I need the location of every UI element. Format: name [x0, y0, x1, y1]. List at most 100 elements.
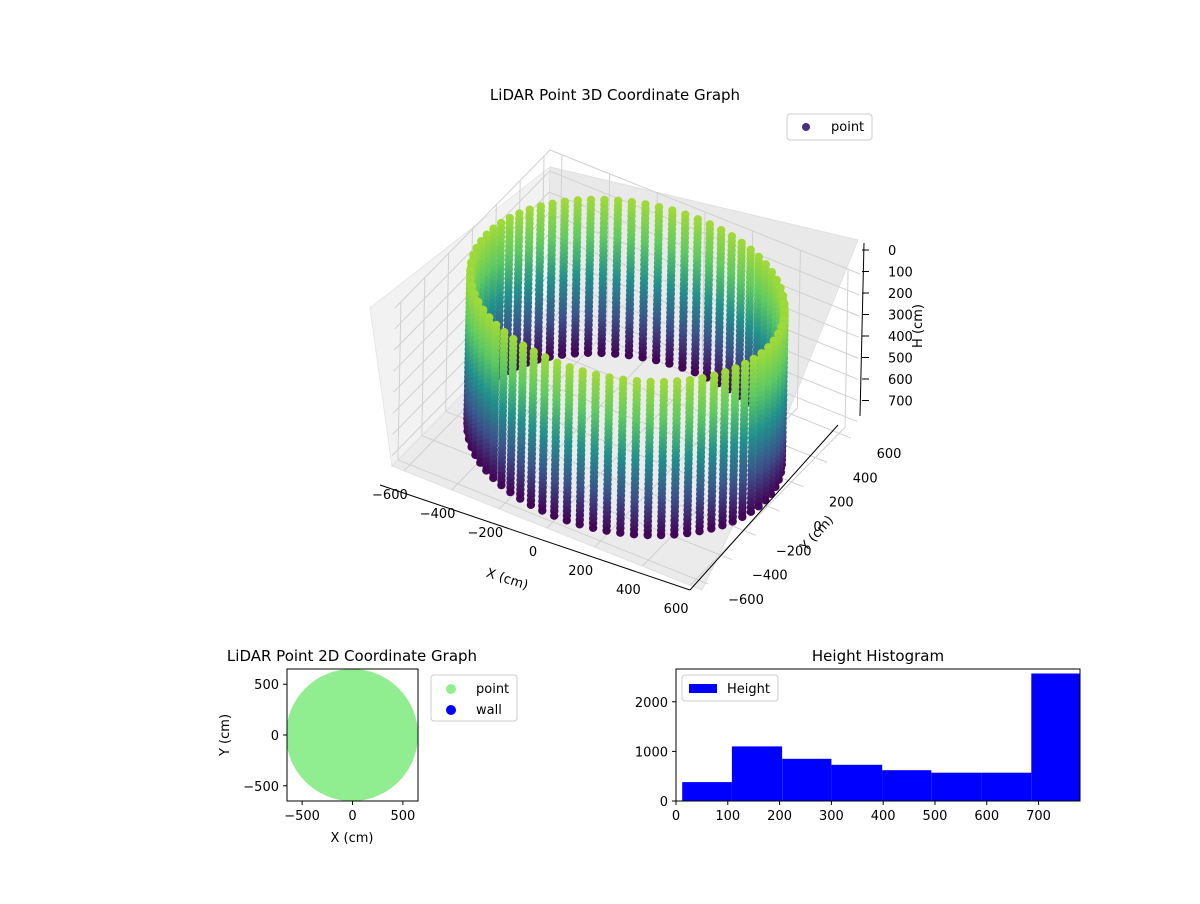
chart-3d-x-tick-label: 0 — [529, 545, 537, 560]
chart-3d-data-point — [638, 353, 647, 362]
chart-3d-data-point — [516, 494, 525, 503]
chart-3d-y-tick-label: 400 — [853, 471, 878, 486]
chart-3d-z-tick-label: 500 — [888, 352, 913, 367]
chart-2d-x-tick-label: 0 — [348, 809, 356, 824]
chart-3d-data-point — [557, 350, 567, 359]
chart-3d-title: LiDAR Point 3D Coordinate Graph — [490, 86, 740, 104]
chart-3d-data-point — [570, 349, 580, 358]
chart-2d-title: LiDAR Point 2D Coordinate Graph — [227, 647, 477, 665]
chart-2d-y-tick-label: −500 — [243, 780, 279, 795]
chart-3d-x-axis — [379, 484, 691, 591]
histogram-bar — [682, 782, 732, 801]
chart-3d-data-point — [761, 496, 770, 505]
chart-2d-y-tick-label: 0 — [271, 729, 279, 744]
chart-2d-legend-point-label: point — [476, 682, 509, 697]
chart-3d-data-point — [665, 359, 674, 368]
histogram-y-tick-label: 1000 — [635, 745, 668, 760]
chart-3d-z-tick-label: 300 — [888, 309, 913, 324]
chart-3d-x-tick-label: −600 — [372, 488, 408, 503]
chart-3d-data-point — [651, 355, 661, 365]
chart-3d-data-point — [575, 520, 584, 529]
histogram-bar — [782, 758, 832, 801]
chart-2d: LiDAR Point 2D Coordinate Graph −500 0 500… — [218, 647, 518, 846]
histogram-bar — [981, 772, 1032, 801]
chart-3d-data-point — [482, 466, 491, 475]
chart-3d-gridline-y — [397, 301, 709, 585]
chart-3d-data-point — [616, 528, 625, 537]
chart-2d-x-tick-label: −500 — [284, 809, 320, 824]
chart-3d-y-tick-label: 0 — [813, 520, 821, 535]
histogram-x-tick-label: 200 — [767, 809, 792, 824]
chart-3d-legend-box — [786, 113, 873, 141]
chart-2d-legend-wall-marker — [446, 705, 456, 715]
chart-3d-z-tick-label: 700 — [888, 395, 913, 410]
chart-3d-gridline-x — [546, 211, 706, 529]
histogram-title: Height Histogram — [812, 647, 944, 665]
histogram-bar — [882, 770, 932, 801]
chart-3d-y-tick-label: −400 — [752, 569, 788, 584]
chart-3d-z-tick-label: 0 — [888, 244, 896, 259]
chart-3d-gridline-z — [394, 149, 861, 309]
histogram-ticks: 0 100 200 300 400 500 600 700 0 1000 2000 — [635, 696, 1051, 824]
chart-3d-data-point — [624, 351, 634, 360]
histogram-x-tick-label: 100 — [715, 809, 740, 824]
chart-3d-data-point — [562, 516, 571, 525]
histogram-x-tick-label: 500 — [923, 809, 948, 824]
chart-3d-x-tick-label: −400 — [420, 507, 456, 522]
chart-2d-x-axis-label: X (cm) — [331, 831, 374, 846]
chart-3d-data-point — [718, 521, 727, 530]
histogram-x-tick-label: 700 — [1026, 809, 1051, 824]
chart-3d-data-point — [611, 349, 620, 358]
chart-3d-z-tick-label: 600 — [888, 373, 913, 388]
histogram-axes-frame — [675, 668, 1081, 802]
chart-3d-data-point — [728, 517, 737, 526]
chart-3d-points — [463, 195, 789, 540]
chart-3d-data-point — [602, 526, 611, 535]
chart-3d-x-tick-label: 600 — [664, 602, 689, 617]
chart-3d-data-point — [678, 363, 687, 372]
chart-3d-y-tick-label: −600 — [728, 593, 764, 608]
chart-2d-y-axis-label: Y (cm) — [218, 714, 233, 757]
chart-3d-data-point — [583, 348, 593, 357]
chart-3d-x-tick-label: 200 — [568, 564, 593, 579]
chart-3d-y-tick-label: −200 — [776, 544, 812, 559]
chart-2d-ticks: −500 0 500 500 0 −500 — [243, 678, 415, 824]
chart-3d-data-point — [690, 368, 700, 377]
chart-3d-x-tick-label: 400 — [616, 583, 641, 598]
chart-3d-data-point — [656, 530, 666, 540]
chart-2d-legend-point-marker — [446, 684, 456, 694]
histogram-bar — [1031, 673, 1080, 801]
chart-3d-data-point — [526, 500, 536, 509]
chart-3d-x-axis-label: X (cm) — [484, 566, 530, 594]
histogram-bar — [931, 772, 982, 801]
chart-3d-data-point — [754, 502, 763, 511]
chart-2d-point-cloud — [287, 669, 418, 801]
histogram-y-tick-label: 0 — [660, 795, 668, 810]
chart-3d-data-point — [629, 530, 639, 539]
chart-3d-data-point — [643, 530, 652, 540]
chart-3d-gridline-y — [421, 277, 732, 561]
chart-3d-data-point — [550, 511, 559, 520]
histogram-legend-label: Height — [727, 682, 770, 697]
chart-3d-data-point — [683, 528, 692, 538]
histogram-bars — [682, 673, 1080, 801]
histogram-legend-box — [681, 674, 779, 702]
chart-3d-data-point — [538, 506, 547, 515]
chart-3d-gridline-x — [642, 250, 801, 567]
histogram-legend-swatch — [689, 684, 717, 693]
chart-3d-x-tick-label: −200 — [467, 526, 503, 541]
chart-3d-data-point — [588, 523, 598, 532]
histogram-x-tick-label: 300 — [819, 809, 844, 824]
chart-2d-y-tick-label: 500 — [254, 678, 279, 693]
chart-3d-data-point — [489, 473, 498, 483]
chart-3d-z-tick-label: 400 — [888, 330, 913, 345]
histogram: Height Histogram 0 100 200 300 400 500 600 7000… — [635, 647, 1081, 824]
histogram-x-tick-label: 600 — [974, 809, 999, 824]
histogram-y-tick-label: 2000 — [635, 696, 668, 711]
chart-3d-y-tick-label: 200 — [829, 496, 854, 511]
chart-3d-data-point — [707, 524, 716, 533]
chart-2d-legend-wall-label: wall — [476, 703, 502, 718]
chart-3d-data-point — [738, 512, 747, 522]
chart-3d: LiDAR Point 3D Coordinate Graph −600 −400… — [369, 86, 926, 617]
